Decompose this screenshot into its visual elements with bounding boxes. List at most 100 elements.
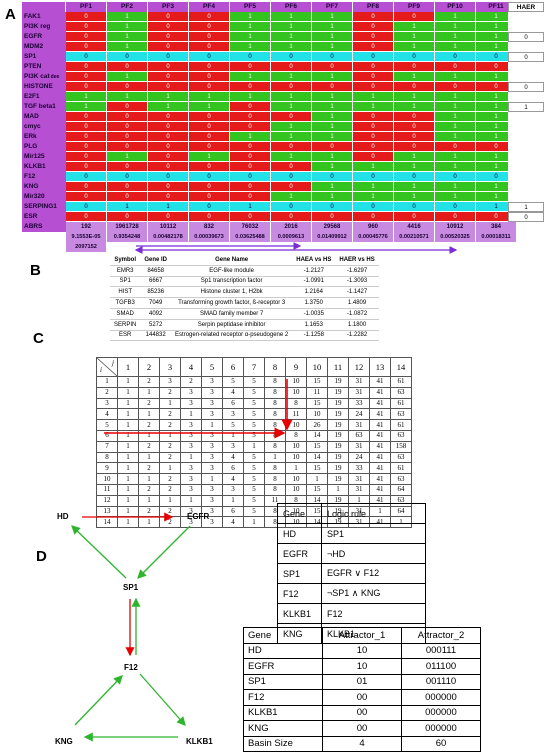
matrix-cell: 5	[222, 376, 244, 388]
matrix-cell: 19	[327, 462, 349, 475]
attractor-table: Gene Attractor_1 Attractor_2 HD 10 000111 EGFR…	[243, 627, 481, 752]
heatmap-cell: 0	[148, 172, 189, 182]
matrix-cell: 63	[390, 386, 412, 399]
gene-table-row: SMAD 4092 SMAD family member 7 -1.0035 -1.08…	[110, 308, 379, 320]
matrix-cell: 3	[201, 376, 223, 388]
heatmap-cell: 0	[271, 212, 312, 222]
haer-header: HAER	[508, 2, 544, 12]
matrix-row-header: 11	[96, 483, 118, 496]
gene-table-cell: -1.0035	[292, 308, 336, 320]
matrix-cell: 19	[327, 376, 349, 388]
attractor-matrix-table: j i 1 2 3 4 5 6 7 8 9 10 11 12 13 14 1 1 2 3 2 3 5 5 8 10 15 19 31 41…	[96, 357, 412, 529]
heatmap-cell: 0	[230, 122, 271, 132]
heatmap-cell: 0	[148, 42, 189, 52]
heatmap-cell: 0	[66, 72, 107, 82]
heatmap-cell: 0	[230, 192, 271, 202]
panel-label-a: A	[5, 6, 16, 23]
heatmap-cell: 0	[271, 112, 312, 122]
heatmap-cell: 0	[435, 212, 476, 222]
matrix-cell: 1	[180, 451, 202, 464]
heatmap-cell: 0	[435, 62, 476, 72]
heatmap-cell: 0	[189, 122, 230, 132]
matrix-cell: 158	[390, 440, 412, 453]
heatmap-cell: 0	[148, 212, 189, 222]
heatmap-column-header: PF1	[66, 2, 107, 12]
logic-table-cell: EGFR	[277, 543, 322, 564]
matrix-cell: 3	[180, 386, 202, 399]
heatmap-cell: 0	[66, 162, 107, 172]
matrix-row-header: 3	[96, 397, 118, 410]
heatmap-cell: 0	[148, 62, 189, 72]
matrix-row-header: 2	[96, 386, 118, 399]
logic-table-row: F12 ¬SP1 ∧ KNG	[277, 583, 426, 604]
heatmap-cell: 0	[394, 122, 435, 132]
heatmap-cell: 1	[271, 132, 312, 142]
matrix-column-header: 3	[159, 357, 181, 377]
gene-table-cell: Estrogen-related receptor α-pseudogene 2	[171, 330, 293, 342]
matrix-cell: 1	[180, 408, 202, 421]
matrix-cell: 8	[264, 376, 286, 388]
matrix-column-header: 7	[243, 357, 265, 377]
matrix-cell: 1	[138, 451, 160, 464]
heatmap-cell: 1	[435, 72, 476, 82]
heatmap-row-label: KLKB1	[22, 162, 66, 172]
gene-table-cell: TGFB3	[110, 297, 141, 309]
matrix-cell: 3	[222, 440, 244, 453]
heatmap-cell: 0	[271, 82, 312, 92]
matrix-cell: 1	[117, 429, 139, 442]
gene-table-cell: -1.1427	[335, 286, 379, 299]
matrix-cell: 41	[369, 473, 391, 485]
gene-table-cell: 1.2164	[292, 286, 336, 299]
gene-table-cell: Transforming growth factor, ß-receptor 3	[171, 297, 293, 309]
attractor-table-row: Basin Size 4 60	[243, 735, 481, 752]
matrix-cell: 6	[222, 462, 244, 475]
matrix-cell: 8	[264, 462, 286, 475]
attractor-table-cell: 00	[322, 689, 402, 706]
matrix-row-header: 1	[96, 376, 118, 388]
heatmap-cell: 1	[107, 152, 148, 162]
heatmap-cell: 1	[271, 22, 312, 32]
heatmap-cell: 1	[230, 22, 271, 32]
gene-table-cell: 85236	[140, 286, 172, 299]
matrix-cell: 1	[117, 451, 139, 464]
matrix-cell: 10	[285, 386, 307, 399]
matrix-cell: 4	[222, 386, 244, 399]
attractor-table-header: Attractor_1	[322, 627, 402, 644]
attractor-table-row: HD 10 000111	[243, 642, 481, 659]
heatmap-cell: 1	[435, 112, 476, 122]
heatmap-row-label: E2F1	[22, 92, 66, 102]
heatmap-cell: 0	[394, 62, 435, 72]
matrix-cell: 63	[390, 429, 412, 442]
matrix-cell: 5	[243, 505, 265, 518]
haer-value	[508, 122, 544, 132]
heatmap-cell: 0	[107, 132, 148, 142]
matrix-cell: 19	[327, 408, 349, 421]
gene-table-cell: SMAD family member 7	[171, 308, 293, 320]
matrix-cell: 8	[285, 397, 307, 410]
gene-table-cell: 1.1653	[292, 319, 336, 331]
heatmap-cell: 0	[271, 182, 312, 192]
matrix-cell: 1	[243, 440, 265, 453]
matrix-column-header: 12	[348, 357, 370, 377]
heatmap-row-label: KNG	[22, 182, 66, 192]
matrix-cell: 31	[348, 376, 370, 388]
matrix-cell: 5	[243, 429, 265, 442]
haer-value	[508, 132, 544, 142]
heatmap-cell: 0	[394, 132, 435, 142]
heatmap-cell: 0	[189, 72, 230, 82]
haer-value	[508, 42, 544, 52]
matrix-cell: 61	[390, 462, 412, 475]
heatmap-cell: 0	[312, 172, 353, 182]
heatmap-cell: 0	[148, 12, 189, 22]
heatmap-cell: 1	[394, 182, 435, 192]
heatmap-cell: 0	[394, 112, 435, 122]
panel-label-c: C	[33, 330, 44, 347]
heatmap-cell: 0	[66, 32, 107, 42]
matrix-cell: 5	[243, 462, 265, 475]
heatmap-row-label: MAD	[22, 112, 66, 122]
heatmap-cell: 0	[66, 112, 107, 122]
matrix-cell: 3	[222, 408, 244, 421]
matrix-cell: 11	[285, 408, 307, 421]
haer-value	[508, 142, 544, 152]
matrix-row: 10 1 1 2 3 1 4 5 8 10 1 19 31 41 63	[96, 473, 412, 485]
